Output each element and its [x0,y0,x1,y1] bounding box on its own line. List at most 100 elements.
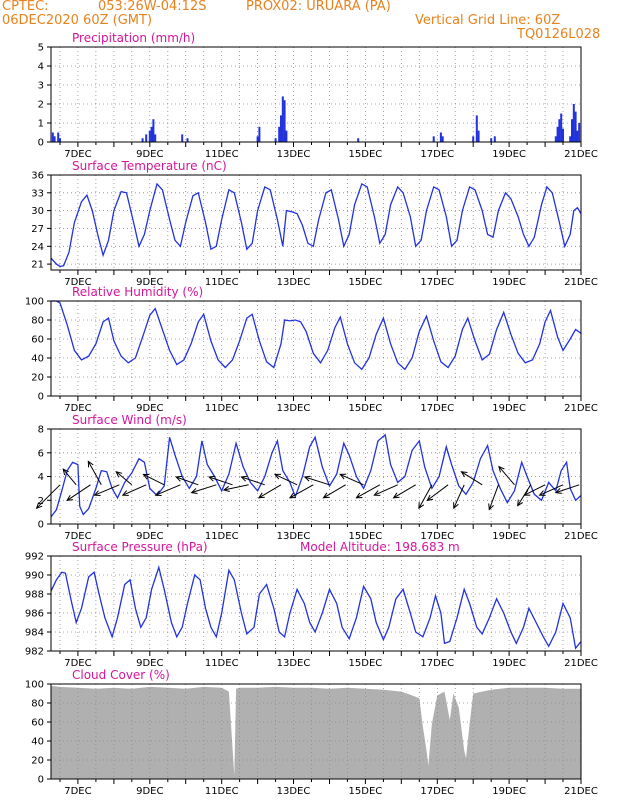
y-tick-label: 982 [25,647,44,658]
header-code: TQ0126L028 [517,27,601,42]
precip-bar [562,128,564,142]
precip-bar [441,136,444,142]
wind-vector [208,476,233,486]
x-tick-label: 13DEC [277,149,311,160]
wind-vector [393,484,416,499]
precip-bar [152,119,155,142]
y-tick-label: 27 [31,224,44,235]
wind-arrowhead [62,468,69,476]
wind-vector [374,484,398,496]
x-tick-label: 21DEC [564,277,598,288]
y-tick-label: 21 [31,260,44,271]
x-tick-label: 9DEC [136,786,163,797]
y-tick-label: 990 [25,571,44,582]
wind-vector [524,484,546,496]
y-tick-label: 33 [31,188,44,199]
precip-bar [432,136,435,142]
precip-bar [472,136,475,142]
y-tick-label: 40 [31,737,44,748]
wind-arrowhead [240,475,248,482]
wind-vector [241,476,265,486]
y-tick-label: 6 [38,448,44,459]
precip-bar [278,126,281,142]
x-tick-label: 21DEC [564,658,598,669]
precip-bar [576,130,579,142]
wind-arrowhead [175,475,183,482]
precip-bar [556,126,559,142]
panel-title: Precipitation (mm/h) [72,31,195,45]
wind-arrowhead [373,490,381,496]
wind-arrowhead [303,475,311,482]
panel-frame [50,174,582,271]
x-tick-label: 17DEC [420,658,454,669]
panel-title: Cloud Cover (%) [72,668,170,682]
y-tick-label: 24 [31,242,44,253]
wind-arrowhead [288,492,296,499]
precip-bar [274,138,277,142]
wind-arrowhead [554,488,562,494]
y-tick-label: 5 [38,43,44,54]
wind-vector [289,484,314,499]
wind-arrowhead [87,460,94,468]
x-tick-label: 11DEC [205,658,239,669]
y-tick-label: 4 [38,472,44,483]
y-tick-label: 2 [38,100,44,111]
x-tick-label: 17DEC [420,403,454,414]
y-tick-label: 4 [38,62,44,73]
precip-bar [148,130,151,142]
wind-vector [258,484,282,499]
wind-arrowhead [355,492,363,499]
x-tick-label: 9DEC [136,277,163,288]
wind-arrowhead [460,471,468,478]
precip-bar [285,130,288,142]
x-tick-label: 13DEC [277,277,311,288]
series-line [50,433,582,518]
wind-arrowhead [322,492,330,499]
y-tick-label: 80 [31,699,44,710]
wind-arrowhead [339,473,347,480]
precip-bar [258,126,261,142]
wind-vector [555,484,580,494]
x-tick-label: 21DEC [564,403,598,414]
header-coords: 053:26W-04:12S [98,0,207,14]
x-tick-label: 7DEC [64,149,91,160]
wind-arrowhead [142,473,150,480]
x-tick-label: 11DEC [205,786,239,797]
wind-vector [94,484,120,496]
x-tick-label: 17DEC [420,277,454,288]
y-tick-label: 60 [31,335,44,346]
precip-bar [283,100,286,142]
y-tick-label: 988 [25,590,44,601]
precip-bar [554,136,557,142]
wind-arrowhead [115,471,123,478]
y-tick-label: 100 [25,680,44,691]
precip-bar [558,119,561,142]
header-station: PROX02: URUARA (PA) [246,0,391,14]
x-tick-label: 7DEC [64,403,91,414]
header-source: CPTEC: [2,0,49,14]
panel-4: Surface Pressure (hPa) Model Altitude: 19… [25,540,598,669]
precip-bar [574,111,577,142]
x-tick-label: 19DEC [492,403,526,414]
y-tick-label: 0 [38,138,44,149]
x-tick-label: 7DEC [64,658,91,669]
y-tick-label: 0 [38,520,44,531]
precip-bar [280,115,282,142]
panel-subtitle: Model Altitude: 198.683 m [300,540,460,554]
panel-1: Surface Temperature (nC) 21 24 27 30 33 36 7DEC… [31,159,598,288]
precip-bar [439,132,442,142]
x-tick-label: 13DEC [277,658,311,669]
wind-vector [426,484,449,501]
wind-arrowhead [154,490,162,496]
wind-arrowhead [498,465,505,473]
wind-arrowhead [222,485,230,492]
precip-bar [150,126,153,142]
y-tick-label: 986 [25,609,44,620]
x-tick-label: 15DEC [349,149,383,160]
wind-arrowhead [453,502,459,510]
x-tick-label: 9DEC [136,403,163,414]
wind-arrowhead [66,494,74,502]
y-tick-label: 60 [31,718,44,729]
precip-bar [477,130,480,142]
